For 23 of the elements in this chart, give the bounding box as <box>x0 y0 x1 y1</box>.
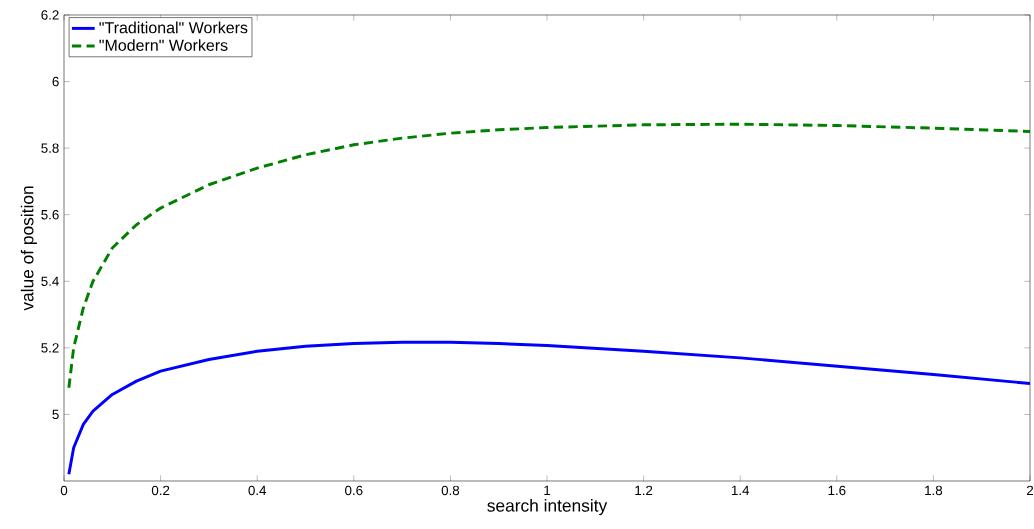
y-tick-label: 6 <box>52 76 59 87</box>
legend-label: "Traditional" Workers <box>99 21 248 34</box>
line-series <box>67 122 1031 390</box>
x-tick-label: 1 <box>544 485 551 495</box>
x-tick-label: 0.4 <box>248 485 267 496</box>
x-tick-label: 1.2 <box>635 485 653 496</box>
y-axis-title: value of position <box>20 186 37 311</box>
x-tick-label: 1.6 <box>828 485 846 496</box>
x-tick-label: 0.8 <box>441 485 460 496</box>
y-tick-label: 5.6 <box>41 210 59 220</box>
y-tick-label: 5.4 <box>41 276 59 286</box>
y-tick-label: 5 <box>52 409 59 420</box>
x-tick-label: 0.2 <box>151 485 170 496</box>
x-tick-label: 0.6 <box>345 485 363 496</box>
legend-label: "Modern" Workers <box>99 39 228 51</box>
x-tick-label: 2 <box>1026 485 1034 496</box>
x-tick-label: 1.4 <box>731 485 750 495</box>
x-tick-label: 0 <box>60 485 68 496</box>
x-axis-title: search intensity <box>487 498 608 516</box>
x-tick-label: 1.8 <box>925 485 943 496</box>
y-tick-label: 5.2 <box>41 343 59 353</box>
y-tick-label: 5.8 <box>41 143 59 153</box>
y-tick-label: 6.2 <box>41 10 59 20</box>
